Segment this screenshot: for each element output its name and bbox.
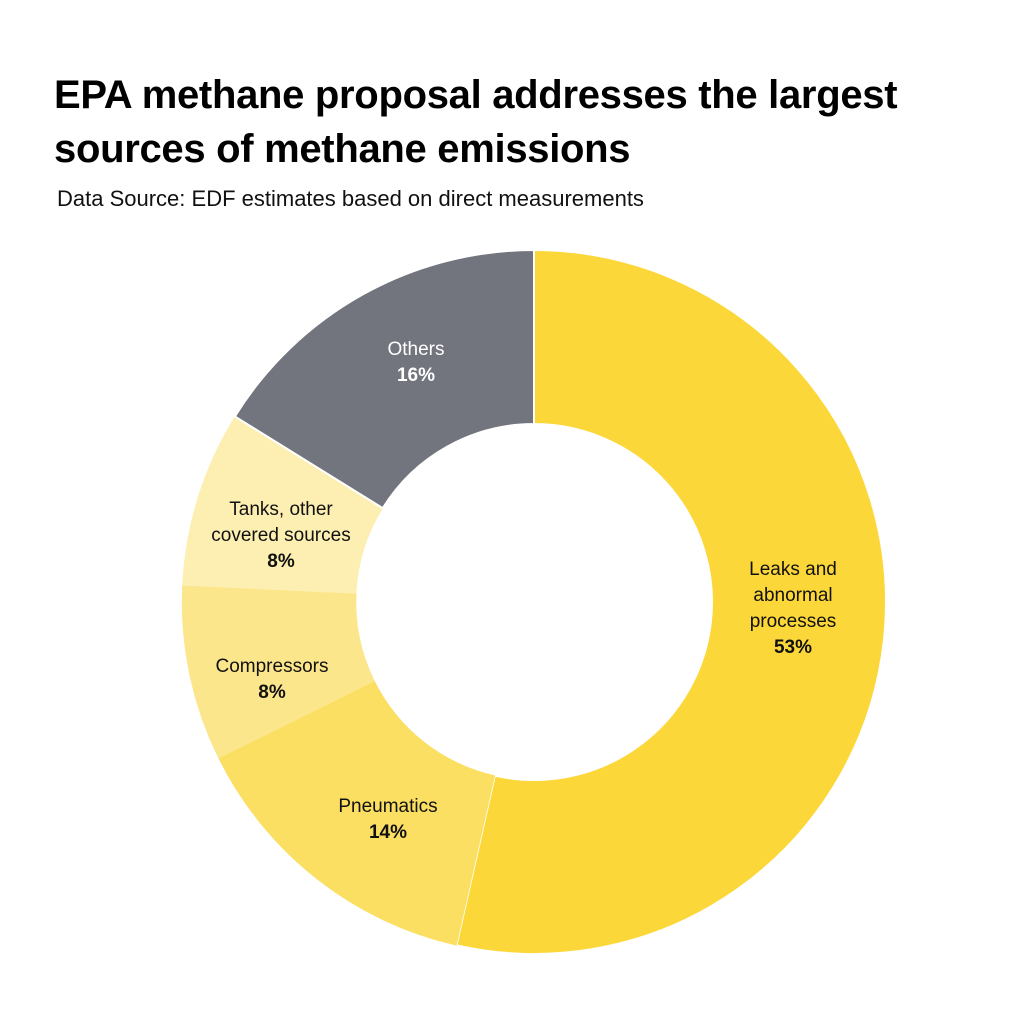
segment-pneumatics <box>218 680 496 946</box>
chart-title-line2: sources of methane emissions <box>54 127 631 171</box>
segment-label-leaks: Leaks and abnormal processes 53% <box>749 559 837 658</box>
chart-title: EPA methane proposal addresses the large… <box>54 68 994 176</box>
segment-pct-leaks: 53% <box>774 637 812 658</box>
segment-label-compressors: Compressors 8% <box>216 656 329 703</box>
segment-pct-compressors: 8% <box>258 682 286 703</box>
segment-label-tanks: Tanks, other covered sources 8% <box>211 499 350 572</box>
segment-others <box>233 248 535 510</box>
segment-label-pneumatics: Pneumatics 14% <box>338 796 437 843</box>
chart-subtitle: Data Source: EDF estimates based on dire… <box>57 186 644 211</box>
segment-pct-pneumatics: 14% <box>369 822 407 843</box>
segment-leaks <box>455 248 887 955</box>
segment-pct-tanks: 8% <box>267 551 295 572</box>
segment-pct-others: 16% <box>397 365 435 386</box>
segment-label-others: Others 16% <box>387 339 444 386</box>
chart-title-line1: EPA methane proposal addresses the large… <box>54 73 898 117</box>
